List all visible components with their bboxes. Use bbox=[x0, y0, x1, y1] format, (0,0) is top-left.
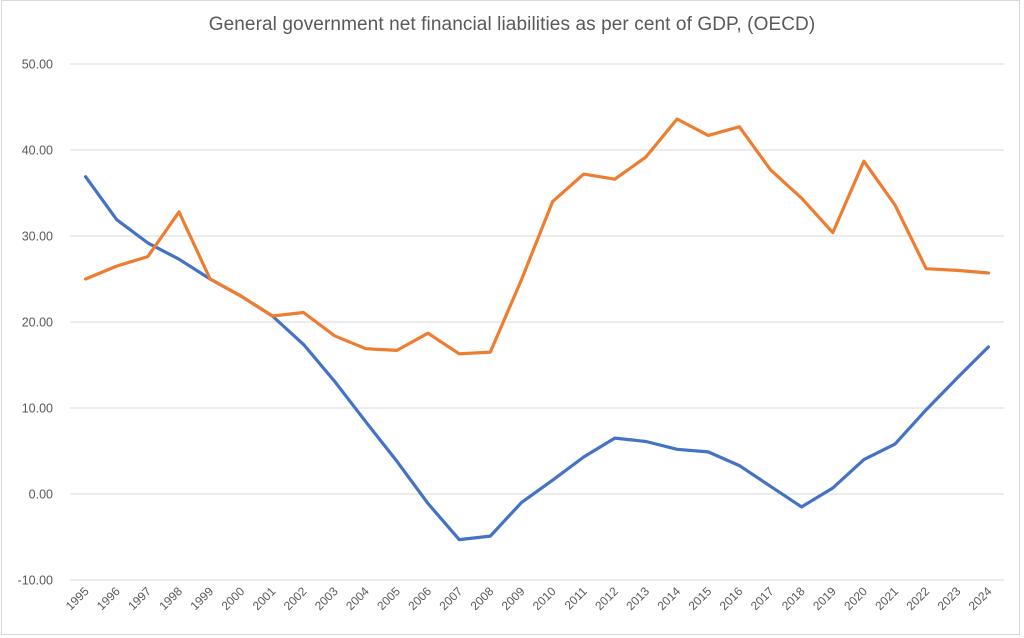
y-axis-ticks: -10.00 0.00 10.00 20.00 30.00 40.00 50.00 bbox=[18, 58, 54, 588]
series-lines bbox=[83, 117, 991, 542]
x-tick-label: 2002 bbox=[281, 584, 310, 613]
x-tick-label: 2022 bbox=[904, 584, 933, 613]
x-tick-label: 2019 bbox=[810, 584, 839, 613]
x-tick-label: 2021 bbox=[872, 584, 901, 613]
series-line-blue bbox=[83, 175, 991, 542]
x-tick-label: 2020 bbox=[841, 584, 870, 613]
y-tick-label: 0.00 bbox=[29, 488, 53, 502]
x-tick-label: 2012 bbox=[592, 584, 621, 613]
x-tick-label: 2015 bbox=[686, 584, 715, 613]
series-line-orange bbox=[83, 117, 991, 356]
x-tick-label: 2004 bbox=[343, 584, 372, 613]
x-tick-label: 2024 bbox=[966, 584, 995, 613]
x-tick-label: 2016 bbox=[717, 584, 746, 613]
x-tick-label: 2010 bbox=[530, 584, 559, 613]
y-tick-label: 50.00 bbox=[22, 58, 53, 72]
x-tick-label: 2008 bbox=[468, 584, 497, 613]
y-tick-label: 10.00 bbox=[22, 402, 53, 416]
y-tick-label: 20.00 bbox=[22, 316, 53, 330]
x-tick-label: 2007 bbox=[437, 584, 466, 613]
x-tick-label: 2001 bbox=[250, 584, 279, 613]
x-tick-label: 1995 bbox=[63, 584, 92, 613]
chart-title: General government net financial liabili… bbox=[208, 14, 816, 35]
x-tick-label: 2013 bbox=[623, 584, 652, 613]
y-tick-label: 40.00 bbox=[22, 144, 53, 158]
x-tick-label: 2014 bbox=[654, 584, 683, 613]
y-tick-label: 30.00 bbox=[22, 230, 53, 244]
gridlines bbox=[70, 63, 1004, 581]
x-tick-label: 2000 bbox=[219, 584, 248, 613]
x-tick-label: 2006 bbox=[405, 584, 434, 613]
x-tick-label: 2017 bbox=[748, 584, 777, 613]
y-tick-label: -10.00 bbox=[18, 574, 53, 588]
x-axis-ticks: 1995 1996 1997 1998 1999 2000 2001 2002 2003 2004… bbox=[63, 584, 995, 613]
x-tick-label: 1999 bbox=[187, 584, 216, 613]
x-tick-label: 2009 bbox=[499, 584, 528, 613]
x-tick-label: 1997 bbox=[125, 584, 154, 613]
x-tick-label: 2003 bbox=[312, 584, 341, 613]
x-tick-label: 2018 bbox=[779, 584, 808, 613]
x-tick-label: 2011 bbox=[562, 584, 590, 612]
x-tick-label: 1998 bbox=[156, 584, 185, 613]
x-tick-label: 1996 bbox=[94, 584, 123, 613]
x-tick-label: 2023 bbox=[935, 584, 964, 613]
x-tick-label: 2005 bbox=[374, 584, 403, 613]
